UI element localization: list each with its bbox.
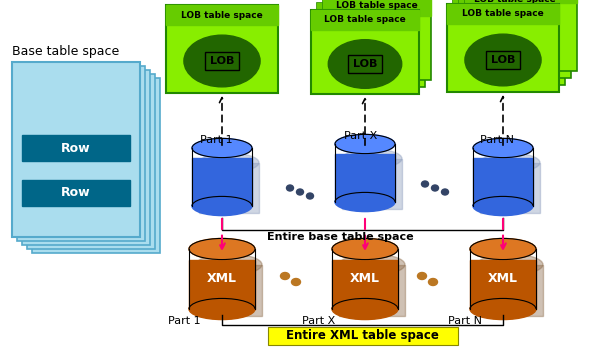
Ellipse shape xyxy=(329,40,402,88)
Text: Part X: Part X xyxy=(344,131,377,141)
Text: LOB table space: LOB table space xyxy=(462,9,544,18)
Ellipse shape xyxy=(473,196,533,216)
Bar xyxy=(473,158,533,206)
Bar xyxy=(323,0,431,80)
Bar xyxy=(311,10,419,94)
Ellipse shape xyxy=(429,279,437,285)
Text: Row: Row xyxy=(61,141,91,155)
Bar xyxy=(323,0,431,16)
Ellipse shape xyxy=(192,139,252,158)
Text: LOB table space: LOB table space xyxy=(336,1,418,10)
Bar xyxy=(470,260,536,309)
Text: LOB table space: LOB table space xyxy=(181,10,263,20)
Text: LOB table space: LOB table space xyxy=(324,15,406,24)
Text: Entire XML table space: Entire XML table space xyxy=(286,329,439,342)
Bar xyxy=(268,327,458,345)
Ellipse shape xyxy=(281,273,289,280)
Bar xyxy=(22,180,130,206)
Bar xyxy=(339,265,405,316)
Ellipse shape xyxy=(465,34,541,86)
Text: LOB: LOB xyxy=(491,55,515,65)
Text: Part N: Part N xyxy=(480,135,514,145)
Text: Row: Row xyxy=(61,186,91,200)
Ellipse shape xyxy=(422,181,429,187)
Bar xyxy=(453,0,565,17)
Bar xyxy=(332,260,398,309)
Bar xyxy=(453,0,565,85)
Ellipse shape xyxy=(332,298,398,320)
Bar xyxy=(166,5,278,93)
Bar xyxy=(192,158,252,206)
Ellipse shape xyxy=(287,185,294,191)
Bar xyxy=(317,3,425,23)
Bar xyxy=(447,4,559,92)
Bar xyxy=(486,51,520,69)
Bar xyxy=(189,260,255,309)
Ellipse shape xyxy=(199,153,259,172)
Bar xyxy=(12,62,140,237)
Ellipse shape xyxy=(335,192,395,211)
Bar xyxy=(465,0,577,71)
Ellipse shape xyxy=(332,238,398,260)
Text: Part X: Part X xyxy=(302,316,335,326)
Bar xyxy=(17,66,145,241)
Bar xyxy=(317,3,425,87)
Bar xyxy=(196,265,262,316)
Ellipse shape xyxy=(477,254,543,275)
Ellipse shape xyxy=(307,193,314,199)
Ellipse shape xyxy=(189,238,255,260)
Text: LOB: LOB xyxy=(353,59,377,69)
Bar xyxy=(32,78,160,253)
Ellipse shape xyxy=(192,196,252,216)
Bar xyxy=(465,0,577,3)
Ellipse shape xyxy=(473,139,533,158)
Bar xyxy=(205,52,239,70)
Bar xyxy=(459,0,571,10)
Bar xyxy=(349,55,381,73)
Ellipse shape xyxy=(189,298,255,320)
Bar xyxy=(335,154,395,202)
Bar xyxy=(480,163,540,213)
Ellipse shape xyxy=(470,238,536,260)
Bar xyxy=(459,0,571,78)
Text: Entire base table space: Entire base table space xyxy=(267,232,414,242)
Bar xyxy=(199,163,259,213)
Ellipse shape xyxy=(339,254,405,275)
Text: LOB table space: LOB table space xyxy=(330,8,412,17)
Ellipse shape xyxy=(196,254,262,275)
Ellipse shape xyxy=(470,298,536,320)
Ellipse shape xyxy=(417,273,426,280)
Bar xyxy=(27,74,155,249)
Bar xyxy=(166,5,278,25)
Bar xyxy=(311,10,419,30)
Bar xyxy=(22,70,150,245)
Text: Part N: Part N xyxy=(448,316,482,326)
Bar xyxy=(477,265,543,316)
Text: Part 1: Part 1 xyxy=(200,135,233,145)
Ellipse shape xyxy=(432,185,439,191)
Text: Base table space: Base table space xyxy=(12,45,119,58)
Text: LOB table space: LOB table space xyxy=(468,2,550,12)
Bar xyxy=(342,158,402,209)
Ellipse shape xyxy=(480,153,540,172)
Bar xyxy=(447,4,559,24)
Ellipse shape xyxy=(335,134,395,154)
Text: XML: XML xyxy=(488,272,518,284)
Bar xyxy=(22,135,130,161)
Ellipse shape xyxy=(297,189,304,195)
Text: LOB: LOB xyxy=(210,56,234,66)
Text: Part 1: Part 1 xyxy=(168,316,201,326)
Text: LOB table space: LOB table space xyxy=(474,0,556,5)
Text: XML: XML xyxy=(207,272,237,284)
Text: XML: XML xyxy=(350,272,380,284)
Ellipse shape xyxy=(291,279,301,285)
Ellipse shape xyxy=(184,35,260,87)
Ellipse shape xyxy=(342,149,402,168)
Ellipse shape xyxy=(442,189,449,195)
